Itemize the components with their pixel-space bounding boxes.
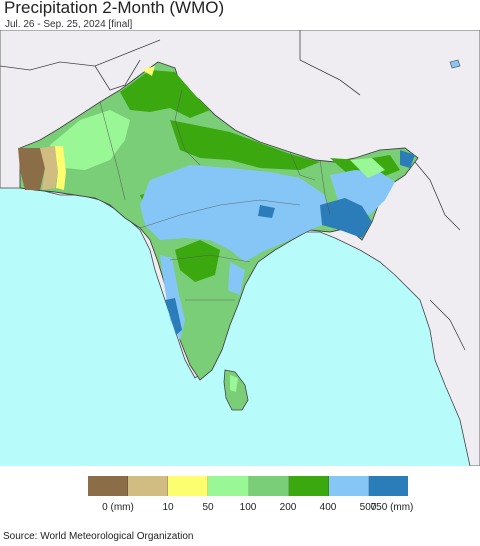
zone-400-500 bbox=[120, 70, 400, 282]
outside-borders bbox=[0, 30, 466, 351]
legend-tick-label: 500 bbox=[359, 502, 377, 513]
legend-tick-label: 10 bbox=[162, 502, 174, 513]
legend-swatch bbox=[368, 476, 408, 496]
legend-swatch bbox=[328, 476, 369, 496]
map-subtitle: Jul. 26 - Sep. 25, 2024 [final] bbox=[5, 19, 133, 30]
legend-swatch bbox=[88, 476, 129, 496]
zone-50-100-north bbox=[142, 66, 155, 76]
legend-swatch bbox=[168, 476, 209, 496]
legend-tick-label: 50 bbox=[202, 502, 214, 513]
legend-tick-label: 750 (mm) bbox=[370, 502, 414, 513]
legend-swatch bbox=[288, 476, 329, 496]
zone-10-50 bbox=[40, 146, 58, 190]
precipitation-map bbox=[0, 30, 480, 466]
legend-tick-label: 400 bbox=[319, 502, 337, 513]
internal-borders bbox=[99, 89, 331, 301]
zone-50-100 bbox=[55, 146, 66, 190]
sri-lanka-wet-zone bbox=[230, 375, 238, 392]
legend-swatch bbox=[128, 476, 169, 496]
map-title: Precipitation 2-Month (WMO) bbox=[4, 0, 225, 17]
source-credit: Source: World Meteorological Organizatio… bbox=[3, 531, 194, 542]
legend-tick-label: 100 bbox=[239, 502, 257, 513]
legend-swatch bbox=[208, 476, 249, 496]
legend-tick-label: 0 (mm) bbox=[102, 502, 134, 513]
legend-tick-label: 200 bbox=[279, 502, 297, 513]
zone-500-750 bbox=[140, 165, 395, 340]
legend-color-bar bbox=[88, 476, 408, 496]
zone-750-plus bbox=[165, 150, 415, 335]
zone-0-10 bbox=[18, 148, 45, 190]
zone-100-200 bbox=[50, 110, 385, 178]
legend: 0 (mm) 10 50 100 200 400 500 750 (mm) bbox=[0, 466, 480, 528]
island bbox=[449, 59, 461, 69]
legend-swatch bbox=[248, 476, 289, 496]
